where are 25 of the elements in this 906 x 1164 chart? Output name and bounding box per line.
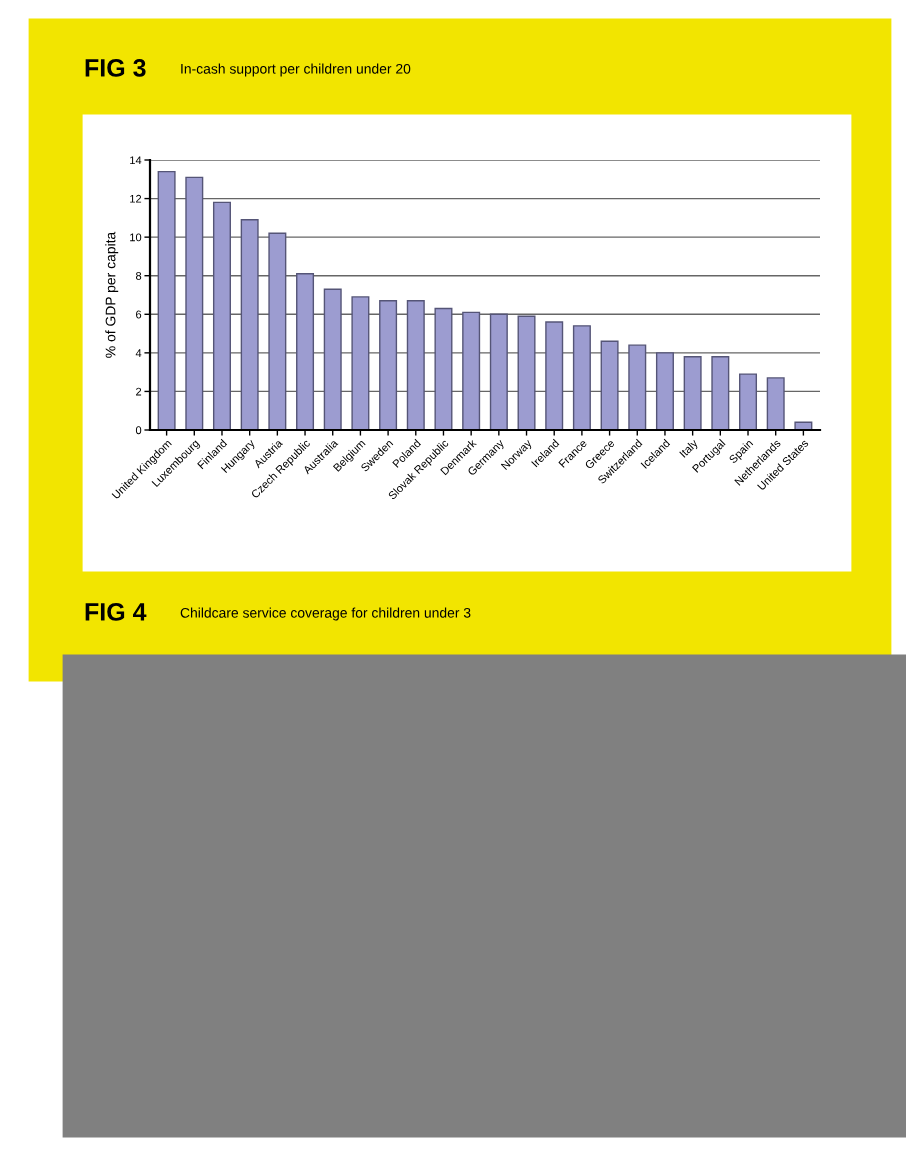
bar (240, 219, 259, 430)
bar (711, 356, 730, 430)
bar (212, 201, 231, 430)
bar (379, 300, 398, 430)
caption: FIG 4 (85, 603, 147, 621)
bar (406, 300, 425, 430)
bar (323, 288, 342, 430)
bar (351, 296, 370, 430)
bar (434, 307, 453, 430)
bar (462, 311, 481, 430)
bar (489, 313, 508, 430)
bar (628, 344, 647, 430)
bar (572, 325, 591, 430)
bar (545, 321, 564, 430)
chart-title: FIG 3 (85, 59, 146, 77)
bar (268, 232, 287, 430)
bar (739, 373, 758, 430)
bar (655, 352, 674, 430)
bar (157, 170, 176, 430)
bar (600, 340, 619, 430)
bar (683, 356, 702, 430)
bar (517, 315, 536, 430)
bar (185, 176, 204, 430)
bar (766, 377, 785, 430)
bar (296, 273, 315, 430)
